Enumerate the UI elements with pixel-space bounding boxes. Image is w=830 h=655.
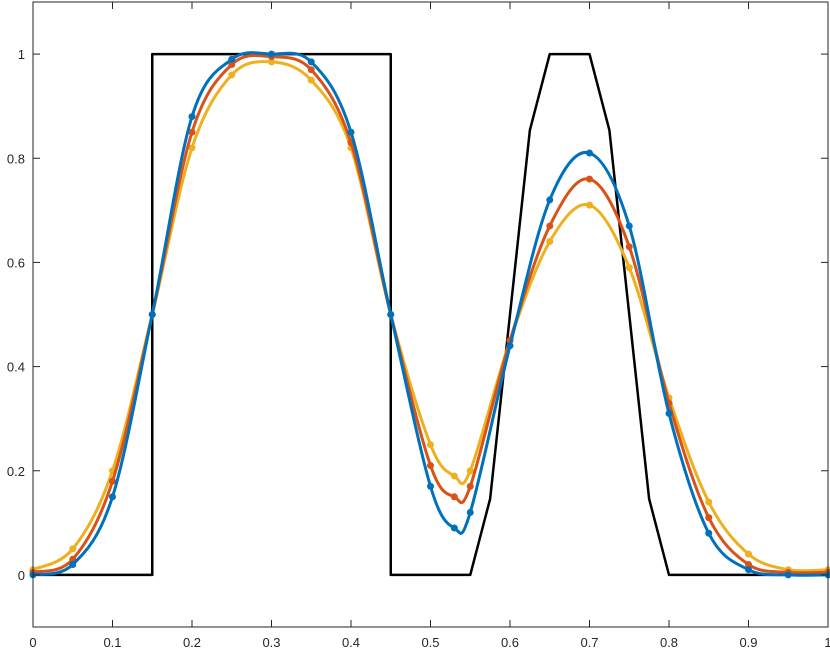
data-point xyxy=(188,128,196,136)
data-point xyxy=(745,561,752,568)
data-point xyxy=(506,342,514,350)
data-point xyxy=(450,472,458,480)
data-point xyxy=(546,196,554,204)
y-tick-label: 0.8 xyxy=(7,151,25,166)
x-tick-label: 0.4 xyxy=(342,635,360,650)
data-point xyxy=(347,128,355,136)
x-tick-label: 0.6 xyxy=(501,635,519,650)
y-tick-label: 0.4 xyxy=(7,360,25,375)
data-point xyxy=(745,550,752,558)
data-point xyxy=(705,498,713,506)
data-point xyxy=(625,264,633,272)
x-tick-label: 0.1 xyxy=(103,635,121,650)
data-point xyxy=(466,467,474,475)
y-tick-label: 0 xyxy=(18,568,25,583)
x-tick-label: 0.3 xyxy=(262,635,280,650)
data-point xyxy=(586,201,593,209)
data-point xyxy=(450,524,458,532)
data-point xyxy=(228,61,236,68)
data-point xyxy=(586,149,593,157)
data-point xyxy=(466,508,474,516)
y-axis-ticks: 0 0.2 0.4 0.6 0.8 1 xyxy=(7,47,828,583)
series-line xyxy=(33,52,828,577)
y-tick-label: 0.2 xyxy=(7,464,25,479)
y-tick-label: 1 xyxy=(18,47,25,62)
x-tick-label: 0.7 xyxy=(580,635,598,650)
x-tick-label: 0.9 xyxy=(739,635,757,650)
data-point xyxy=(69,545,77,553)
data-point xyxy=(466,482,474,490)
data-point xyxy=(665,409,673,417)
data-point xyxy=(625,222,633,230)
x-axis-ticks: 0 0.1 0.2 0.3 0.4 0.5 0.6 0.7 0.8 0.9 1 xyxy=(29,2,830,650)
data-point xyxy=(427,482,434,490)
x-tick-label: 1 xyxy=(824,635,830,650)
x-tick-label: 0.2 xyxy=(183,635,201,650)
data-point xyxy=(188,113,196,121)
data-point xyxy=(387,311,395,318)
data-point xyxy=(188,144,196,152)
data-point xyxy=(705,514,713,522)
data-point xyxy=(307,76,315,84)
data-point xyxy=(546,238,554,246)
data-point xyxy=(784,571,792,579)
data-point xyxy=(69,561,77,568)
data-point xyxy=(586,175,593,183)
data-point xyxy=(625,243,633,251)
data-point xyxy=(307,66,315,74)
x-tick-label: 0.5 xyxy=(421,635,439,650)
x-tick-label: 0 xyxy=(29,635,36,650)
data-point xyxy=(228,71,236,79)
data-point xyxy=(450,493,458,501)
data-point xyxy=(745,566,752,574)
x-tick-label: 0.8 xyxy=(660,635,678,650)
data-point xyxy=(268,50,275,58)
data-point xyxy=(228,55,236,63)
series-0 xyxy=(33,52,828,577)
data-point xyxy=(109,477,116,485)
series-layer xyxy=(29,50,830,579)
data-point xyxy=(307,58,315,66)
data-point xyxy=(705,529,713,537)
y-tick-label: 0.6 xyxy=(7,255,25,270)
data-point xyxy=(427,462,434,470)
data-point xyxy=(109,493,116,501)
series-3 xyxy=(29,50,830,579)
data-point xyxy=(148,311,156,318)
data-point xyxy=(546,222,554,230)
data-point xyxy=(427,441,434,449)
data-point xyxy=(268,58,275,66)
